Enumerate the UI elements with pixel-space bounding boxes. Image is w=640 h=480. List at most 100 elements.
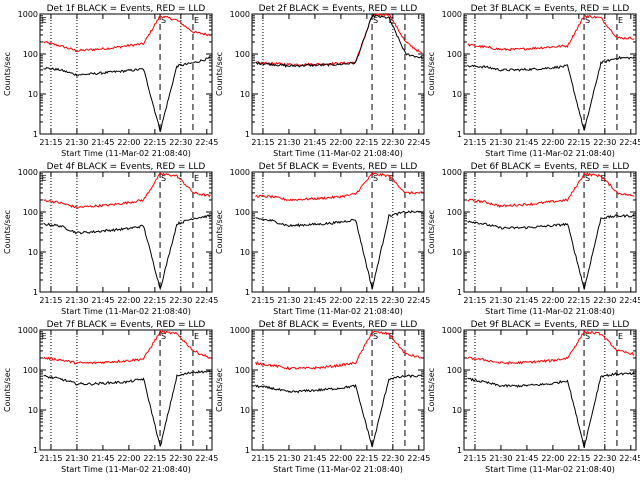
x-tick-label: 21:15 (39, 296, 62, 305)
x-tick-label: 22:15 (567, 296, 590, 305)
x-axis-label: Start Time (11-Mar-02 21:08:40) (273, 465, 403, 474)
x-axis-label: Start Time (11-Mar-02 21:08:40) (485, 465, 615, 474)
plot-frame (251, 171, 425, 293)
y-tick-label: 100 (447, 50, 462, 59)
y-tick-label: 1 (245, 130, 250, 139)
chart-title: Det 8f BLACK = Events, RED = LLD (259, 320, 418, 330)
series-line (255, 172, 423, 202)
x-axis-label: Start Time (11-Mar-02 21:08:40) (61, 149, 191, 158)
chart-title: Det 1f BLACK = Events, RED = LLD (47, 4, 206, 14)
x-tick-label: 22:00 (329, 454, 352, 463)
chart-panel: Det 6f BLACK = Events, RED = LLD Counts/s… (427, 162, 640, 316)
marker-label: E (42, 174, 47, 183)
x-tick-label: 22:15 (143, 454, 166, 463)
x-tick-label: 22:30 (381, 138, 404, 147)
x-tick-label: 21:30 (65, 296, 88, 305)
chart-panel: Det 3f BLACK = Events, RED = LLD Counts/s… (427, 4, 640, 158)
y-tick-label: 100 (447, 208, 462, 217)
y-tick-label: 10 (452, 248, 462, 257)
y-axis-label: Counts/sec (215, 210, 224, 254)
x-tick-label: 21:30 (277, 454, 300, 463)
series-line (255, 13, 423, 68)
x-tick-label: 21:15 (39, 138, 62, 147)
y-tick-label: 1 (33, 130, 38, 139)
plot-frame (39, 13, 213, 135)
chart-panel: Det 7f BLACK = Events, RED = LLD Counts/s… (3, 320, 218, 474)
plot-frame (251, 329, 425, 451)
x-tick-label: 21:30 (489, 454, 512, 463)
marker-label: S (585, 16, 590, 25)
x-tick-label: 21:15 (251, 138, 274, 147)
x-tick-label: 21:30 (489, 138, 512, 147)
chart-title: Det 4f BLACK = Events, RED = LLD (47, 162, 206, 172)
y-axis-label: Counts/sec (215, 52, 224, 96)
y-tick-label: 1 (245, 446, 250, 455)
marker-label: S (585, 332, 590, 341)
x-tick-label: 21:45 (91, 454, 114, 463)
x-tick-label: 22:45 (619, 138, 640, 147)
x-tick-label: 22:30 (169, 138, 192, 147)
y-tick-label: 10 (28, 248, 38, 257)
y-axis-label: Counts/sec (3, 210, 12, 254)
plot-frame (463, 171, 637, 293)
y-tick-label: 1000 (442, 10, 462, 19)
y-tick-label: 1 (245, 288, 250, 297)
series-line (255, 12, 423, 67)
plot-frame (463, 329, 637, 451)
y-axis-label: Counts/sec (215, 368, 224, 412)
y-tick-label: 1 (457, 446, 462, 455)
y-tick-label: 10 (452, 90, 462, 99)
y-tick-label: 100 (235, 50, 250, 59)
x-tick-label: 21:30 (277, 296, 300, 305)
marker-label: S (585, 174, 590, 183)
y-tick-label: 100 (235, 208, 250, 217)
x-tick-label: 22:15 (143, 138, 166, 147)
y-tick-label: 1000 (18, 168, 38, 177)
x-tick-label: 21:15 (39, 454, 62, 463)
series-line (255, 374, 423, 448)
x-tick-label: 22:30 (381, 296, 404, 305)
x-tick-label: 22:45 (407, 296, 430, 305)
x-tick-label: 22:00 (117, 296, 140, 305)
x-tick-label: 22:45 (195, 296, 218, 305)
series-line (467, 371, 635, 449)
y-tick-label: 1 (33, 288, 38, 297)
x-tick-label: 21:45 (515, 454, 538, 463)
x-tick-label: 22:45 (407, 138, 430, 147)
plot-frame (463, 13, 637, 135)
x-tick-label: 22:15 (355, 454, 378, 463)
y-tick-label: 10 (28, 406, 38, 415)
x-tick-label: 22:45 (619, 296, 640, 305)
x-axis-label: Start Time (11-Mar-02 21:08:40) (61, 307, 191, 316)
y-tick-label: 1 (457, 288, 462, 297)
marker-label: E (194, 332, 199, 341)
series-line (43, 15, 211, 53)
y-tick-label: 1000 (442, 168, 462, 177)
y-tick-label: 100 (23, 208, 38, 217)
series-line (43, 214, 211, 291)
y-tick-label: 10 (240, 248, 250, 257)
marker-label: S (161, 332, 166, 341)
y-tick-label: 1000 (18, 10, 38, 19)
x-tick-label: 22:15 (567, 138, 590, 147)
x-tick-label: 22:30 (593, 296, 616, 305)
chart-panel: Det 4f BLACK = Events, RED = LLD Counts/s… (3, 162, 218, 316)
x-tick-label: 21:30 (65, 454, 88, 463)
y-tick-label: 1000 (442, 326, 462, 335)
marker-label: E (618, 16, 623, 25)
y-tick-label: 100 (23, 50, 38, 59)
series-line (467, 213, 635, 290)
x-tick-label: 21:15 (463, 454, 486, 463)
x-tick-label: 22:45 (407, 454, 430, 463)
chart-panel: Det 9f BLACK = Events, RED = LLD Counts/s… (427, 320, 640, 474)
x-tick-label: 21:45 (515, 296, 538, 305)
plot-frame (39, 171, 213, 293)
y-tick-label: 1000 (230, 10, 250, 19)
chart-title: Det 3f BLACK = Events, RED = LLD (471, 4, 630, 14)
chart-title: Det 2f BLACK = Events, RED = LLD (259, 4, 418, 14)
y-axis-label: Counts/sec (427, 52, 436, 96)
chart-panel: Det 1f BLACK = Events, RED = LLD Counts/s… (3, 4, 218, 158)
y-tick-label: 10 (452, 406, 462, 415)
x-tick-label: 21:15 (463, 296, 486, 305)
x-tick-label: 21:15 (251, 296, 274, 305)
